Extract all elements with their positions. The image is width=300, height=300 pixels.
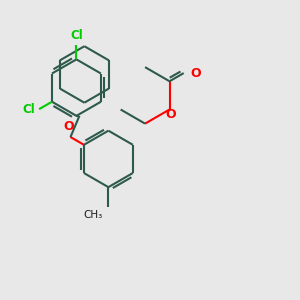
Text: O: O: [190, 67, 201, 80]
Text: O: O: [64, 121, 74, 134]
Text: CH₃: CH₃: [83, 211, 102, 220]
Text: Cl: Cl: [70, 28, 83, 42]
Text: Cl: Cl: [22, 103, 34, 116]
Text: O: O: [166, 108, 176, 122]
